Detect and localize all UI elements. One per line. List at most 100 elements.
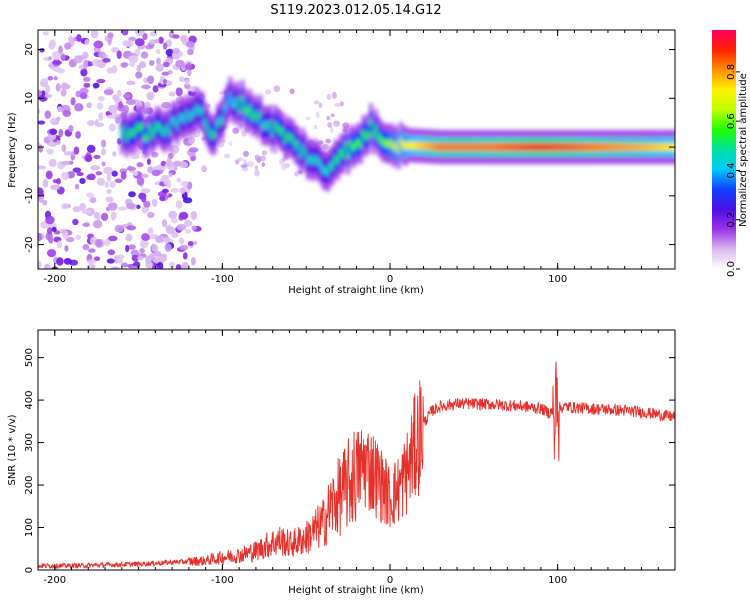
spectrogram-noise-cell bbox=[161, 188, 169, 193]
spectrogram-noise-cell bbox=[38, 120, 46, 125]
ridge-core-cell bbox=[515, 143, 519, 151]
ridge-core-cell bbox=[530, 143, 534, 151]
spectrogram-noise-cell bbox=[243, 150, 250, 157]
spectrogram-noise-cell bbox=[88, 248, 96, 253]
spectrogram-noise-cell bbox=[173, 160, 182, 167]
ridge-core-cell bbox=[359, 140, 363, 149]
ridge-core-cell bbox=[577, 143, 582, 151]
spectrogram-noise-cell bbox=[305, 116, 311, 120]
spectrogram-noise-cell bbox=[142, 33, 148, 41]
ridge-core-cell bbox=[170, 117, 175, 126]
spectrogram-noise-cell bbox=[146, 91, 155, 101]
spectrogram-noise-cell bbox=[114, 224, 124, 233]
ridge-core-cell bbox=[263, 121, 268, 130]
spectrogram-noise-cell bbox=[52, 60, 62, 66]
ridge-core-cell bbox=[173, 116, 177, 124]
spectrogram-noise-cell bbox=[143, 77, 148, 84]
spectrogram-noise-cell bbox=[175, 200, 183, 209]
ridge-core-cell bbox=[507, 143, 512, 151]
ridge-core-cell bbox=[235, 96, 240, 105]
spectrogram-noise-cell bbox=[161, 101, 172, 109]
ridge-core-cell bbox=[542, 143, 547, 151]
snr-x-tick-label: 100 bbox=[548, 575, 567, 586]
spectrogram-noise-cell bbox=[97, 51, 106, 59]
ridge-core-cell bbox=[623, 143, 627, 151]
spectrogram-noise-cell bbox=[136, 162, 144, 168]
ridge-core-cell bbox=[439, 143, 444, 151]
spectrogram-noise-cell bbox=[188, 147, 199, 153]
spectrogram-x-tick-label: 0 bbox=[387, 274, 393, 285]
spectrogram-noise-cell bbox=[44, 93, 53, 98]
spectrogram-noise-cell bbox=[50, 184, 61, 191]
spectrogram-noise-cell bbox=[155, 63, 164, 72]
spectrogram-noise-cell bbox=[46, 249, 57, 258]
ridge-core-cell bbox=[487, 143, 491, 151]
spectrogram-noise-cell bbox=[38, 261, 42, 269]
spectrogram-noise-cell bbox=[106, 258, 115, 264]
spectrogram-noise-cell bbox=[178, 161, 189, 169]
spectrogram-noise-cell bbox=[173, 166, 178, 171]
spectrogram-noise-cell bbox=[121, 262, 128, 268]
spectrogram-noise-cell bbox=[176, 177, 182, 183]
spectrogram-noise-cell bbox=[190, 257, 196, 266]
ridge-core-cell bbox=[135, 124, 139, 133]
ridge-core-cell bbox=[175, 121, 180, 130]
ridge-core-cell bbox=[168, 128, 172, 137]
ridge-core-cell bbox=[582, 143, 587, 151]
ridge-core-cell bbox=[462, 143, 466, 151]
ridge-core-cell bbox=[301, 143, 305, 152]
spectrogram-noise-cell bbox=[143, 200, 151, 208]
spectrogram-noise-cell bbox=[86, 102, 92, 109]
spectrogram-noise-cell bbox=[157, 255, 168, 262]
spectrogram-noise-cell bbox=[130, 249, 140, 257]
spectrogram-noise-cell bbox=[116, 89, 122, 98]
ridge-core-cell bbox=[396, 146, 401, 154]
spectrogram-noise-cell bbox=[146, 75, 155, 84]
spectrogram-noise-cell bbox=[136, 204, 141, 210]
spectrogram-noise-cell bbox=[187, 136, 196, 145]
spectrogram-y-tick-label: -10 bbox=[24, 188, 35, 204]
spectrogram-noise-cell bbox=[151, 198, 158, 207]
ridge-core-cell bbox=[183, 115, 187, 124]
snr-panel: -200 -100 0 100 0 100 200 300 400 500 Height of … bbox=[7, 329, 676, 596]
colorbar-tick-label: 0.2 bbox=[726, 212, 737, 228]
ridge-core-cell bbox=[417, 141, 421, 150]
spectrogram-noise-cell bbox=[76, 172, 84, 177]
ridge-core-cell bbox=[545, 143, 549, 151]
spectrogram-noise-cell bbox=[273, 85, 281, 93]
spectrogram-noise-cell bbox=[45, 170, 53, 180]
ridge-core-cell bbox=[525, 143, 529, 151]
snr-y-tick-label: 500 bbox=[24, 348, 35, 367]
ridge-core-cell bbox=[384, 139, 388, 147]
ridge-core-cell bbox=[130, 128, 134, 137]
spectrogram-noise-cell bbox=[61, 171, 70, 181]
ridge-core-cell bbox=[399, 137, 403, 146]
ridge-core-cell bbox=[193, 107, 197, 116]
ridge-core-cell bbox=[286, 131, 290, 140]
ridge-core-cell bbox=[185, 109, 190, 118]
ridge-core-cell bbox=[658, 143, 662, 151]
ridge-core-cell bbox=[329, 162, 333, 171]
spectrogram-noise-cell bbox=[152, 85, 159, 93]
spectrogram-noise-cell bbox=[165, 48, 174, 57]
ridge-core-cell bbox=[147, 123, 152, 132]
ridge-core-cell bbox=[283, 136, 288, 144]
spectrogram-noise-cell bbox=[51, 226, 57, 232]
spectrogram-noise-cell bbox=[104, 181, 109, 189]
ridge-core-cell bbox=[203, 117, 207, 126]
spectrogram-noise-cell bbox=[331, 91, 337, 99]
spectrogram-noise-cell bbox=[158, 36, 164, 44]
spectrogram-noise-cell bbox=[60, 88, 67, 97]
snr-y-tick-label: 200 bbox=[24, 475, 35, 494]
spectrogram-noise-cell bbox=[280, 163, 287, 171]
spectrogram-noise-cell bbox=[47, 56, 53, 61]
ridge-core-cell bbox=[555, 143, 559, 151]
spectrogram-noise-cell bbox=[136, 176, 145, 186]
ridge-core-cell bbox=[163, 129, 167, 137]
ridge-core-cell bbox=[406, 141, 411, 150]
spectrogram-noise-cell bbox=[108, 104, 118, 114]
spectrogram-noise-cell bbox=[38, 165, 47, 170]
ridge-core-cell bbox=[122, 126, 127, 135]
spectrogram-noise-cell bbox=[56, 106, 63, 112]
